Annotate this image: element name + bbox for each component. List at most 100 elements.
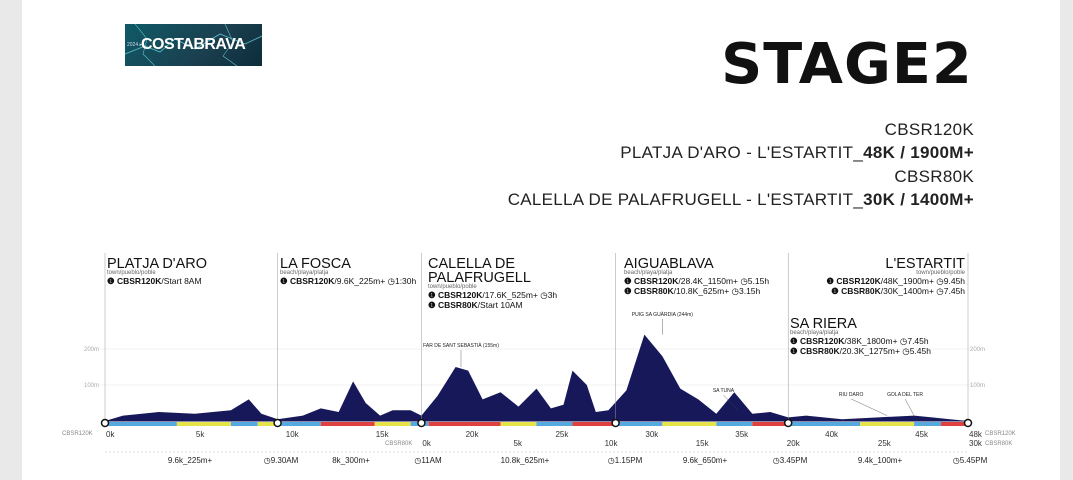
- waypoint-name: CALELLA DE: [428, 256, 515, 272]
- route-bar-segment: [257, 422, 278, 426]
- detail-text: /38K_1800m+ ◷7.45h: [844, 336, 928, 346]
- route-text: PLATJA D'ARO - L'ESTARTIT_: [620, 143, 864, 162]
- route-bar-segment: [277, 422, 321, 426]
- peak-label: GOLA DEL TER: [887, 392, 923, 398]
- segment-label: ◷11AM: [414, 456, 442, 465]
- segment-label: 8k_300m+: [332, 456, 370, 465]
- route-bar-segment: [752, 422, 789, 426]
- detail-text: /9.6K_225m+ ◷1:30h: [334, 276, 416, 286]
- x-tick-80k: 5k: [514, 439, 523, 448]
- route-text: CALELLA DE PALAFRUGELL - L'ESTARTIT_: [507, 190, 864, 209]
- axis-label-80k-right: CBSR80K: [985, 441, 1012, 447]
- race-code: ❶ CBSR120K: [107, 276, 162, 286]
- segment-label: 10.8k_625m+: [501, 456, 550, 465]
- waypoint-name: PLATJA D'ARO: [107, 256, 207, 272]
- peak-label: PUIG SA GUÀRDIA (244m): [632, 311, 693, 318]
- route-bar-segment: [572, 422, 616, 426]
- waypoint-detail: ❶ CBSR120K/17.6K_525m+ ◷3h: [428, 290, 557, 300]
- race-code: ❶ CBSR80K: [831, 286, 882, 296]
- peak-labels: FAR DE SANT SEBASTIÀ (155m) PUIG SA GUÀRD…: [423, 311, 923, 416]
- peak-label: RIU DARO: [839, 392, 864, 398]
- route-bar-segment: [428, 422, 501, 426]
- route-bar-segment: [914, 422, 942, 426]
- detail-text: /30K_1400m+ ◷7.45h: [881, 286, 965, 296]
- x-tick-120k: 35k: [735, 430, 749, 439]
- segment-label: ◷3.45PM: [773, 456, 808, 465]
- x-tick-120k: 15k: [376, 430, 390, 439]
- waypoint-type: beach/playa/platja: [280, 270, 329, 276]
- segment-label: 9.4k_100m+: [858, 456, 903, 465]
- logo-crack-pattern: [125, 24, 262, 66]
- waypoint-detail: ❶ CBSR120K/28.4K_1150m+ ◷5.15h: [624, 276, 769, 286]
- x-tick-120k: 20k: [466, 430, 480, 439]
- route-bar-segment: [320, 422, 375, 426]
- race-code-80k: CBSR80K: [894, 167, 974, 186]
- waypoint-name-line2: PALAFRUGELL: [428, 270, 531, 286]
- waypoint-detail: ❶ CBSR120K/Start 8AM: [107, 276, 202, 286]
- segment-label: ◷5.45PM: [953, 456, 988, 465]
- race-route-80k: CALELLA DE PALAFRUGELL - L'ESTARTIT_30K …: [508, 190, 974, 210]
- waypoint-type: town/pueblo/poble: [107, 270, 156, 276]
- race-code: ❶ CBSR120K: [428, 290, 483, 300]
- race-code: ❶ CBSR120K: [624, 276, 679, 286]
- x-tick-80k: 30k: [969, 439, 983, 448]
- route-bar-segment: [788, 422, 861, 426]
- x-tick-120k: 40k: [825, 430, 839, 439]
- peak-leader: [851, 398, 888, 416]
- axis-label-120k: CBSR120K: [62, 431, 93, 437]
- x-tick-120k: 25k: [555, 430, 569, 439]
- route-bar-segment: [615, 422, 663, 426]
- route-bar-segment: [230, 422, 258, 426]
- stage-title: STAGE2: [721, 32, 973, 97]
- y-tick-label: 200m: [970, 347, 985, 353]
- x-tick-80k: 10k: [605, 439, 619, 448]
- waypoint-detail: ❶ CBSR120K/9.6K_225m+ ◷1:30h: [280, 276, 417, 286]
- y-tick-label: 200m: [84, 347, 99, 353]
- x-tick-80k: 15k: [696, 439, 710, 448]
- race-code-120k: CBSR120K: [884, 120, 974, 139]
- waypoint-name: SA RIERA: [790, 316, 857, 332]
- waypoint-marker: [417, 418, 426, 428]
- route-stats: 48K / 1900M+: [863, 143, 974, 162]
- x-tick-120k: 30k: [645, 430, 659, 439]
- waypoint-detail: ❶ CBSR80K/30K_1400m+ ◷7.45h: [831, 286, 965, 296]
- y-tick-label: 100m: [84, 383, 99, 389]
- waypoint-type: town/pueblo/poble: [916, 270, 965, 276]
- waypoint-marker: [611, 418, 620, 428]
- x-tick-120k: 48k: [969, 430, 983, 439]
- segment-label: 9.6k_650m+: [683, 456, 728, 465]
- peak-leader: [904, 398, 915, 416]
- peak-leader: [723, 394, 739, 411]
- waypoint-detail: ❶ CBSR120K/48K_1900m+ ◷9.45h: [826, 276, 965, 286]
- waypoint-marker: [783, 418, 793, 428]
- waypoint-type: beach/playa/platja: [624, 270, 673, 276]
- elevation-profile: [105, 334, 968, 421]
- race-code: ❶ CBSR80K: [790, 346, 841, 356]
- route-bar-segment: [176, 422, 231, 426]
- route-bar-segment: [860, 422, 915, 426]
- x-tick-120k: 45k: [915, 430, 929, 439]
- x-tick-80k: 20k: [787, 439, 801, 448]
- detail-text: /20.3K_1275m+ ◷5.45h: [840, 346, 932, 356]
- segment-label: ◷9.30AM: [264, 456, 299, 465]
- waypoint-marker: [963, 418, 973, 428]
- route-bar-segment: [716, 422, 753, 426]
- route-bar-segment: [662, 422, 717, 426]
- race-code: ❶ CBSR120K: [280, 276, 335, 286]
- route-bar-segment: [536, 422, 573, 426]
- peak-label: FAR DE SANT SEBASTIÀ (155m): [423, 342, 499, 349]
- x-tick-120k: 5k: [196, 430, 205, 439]
- x-tick-120k: 10k: [286, 430, 300, 439]
- race-route-120k: PLATJA D'ARO - L'ESTARTIT_48K / 1900M+: [620, 143, 974, 163]
- waypoint-detail: ❶ CBSR120K/38K_1800m+ ◷7.45h: [790, 336, 929, 346]
- waypoint-name: AIGUABLAVA: [624, 256, 714, 272]
- x-tick-80k: 25k: [878, 439, 892, 448]
- segment-labels: 9.6k_225m+ ◷9.30AM 8k_300m+ ◷11AM 10.8k_625m…: [105, 451, 988, 465]
- chart-grid: 200m 200m 100m 100m: [84, 347, 985, 389]
- logo-text: COSTABRAVA: [141, 36, 246, 53]
- waypoint-type: town/pueblo/poble: [428, 284, 477, 290]
- axis-label-80k: CBSR80K: [385, 441, 412, 447]
